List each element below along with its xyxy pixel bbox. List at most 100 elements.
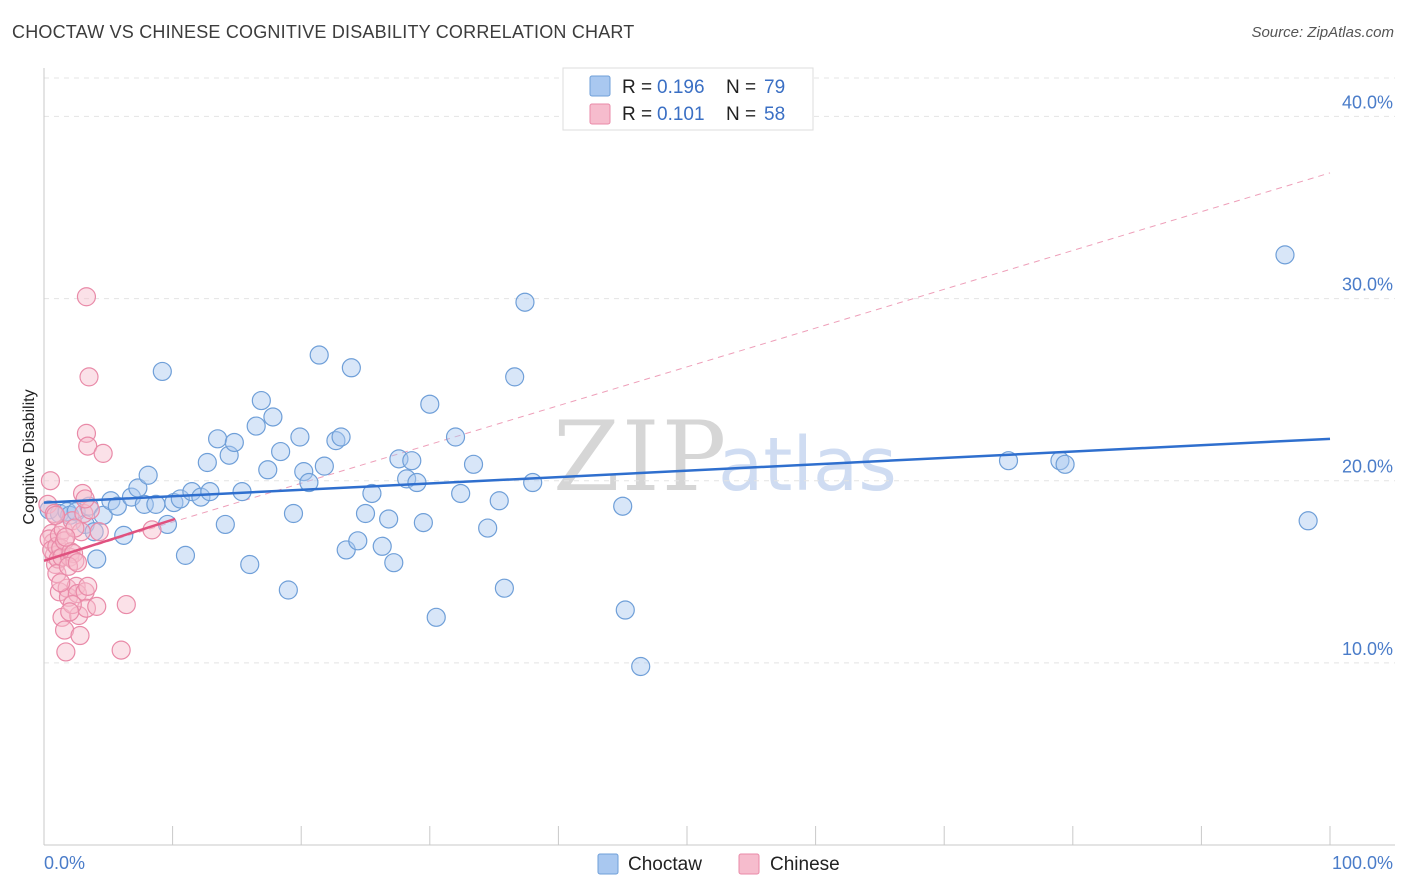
choctaw-point-27 [208, 429, 228, 449]
chinese-point-55 [116, 594, 136, 615]
bottom-legend-chinese: Chinese [770, 854, 840, 875]
legend-swatch-chinese [589, 103, 611, 125]
choctaw-point-53 [379, 509, 399, 529]
choctaw-point-63 [451, 483, 471, 504]
chinese-point-31 [70, 625, 90, 646]
x-tick-label-min: 0.0% [44, 853, 85, 873]
choctaw-point-64 [463, 454, 484, 474]
chinese-trend-line [43, 517, 176, 563]
legend-n-value-choctaw: 79 [764, 77, 785, 98]
legend-r-label-choctaw: R = [622, 77, 652, 98]
choctaw-point-77 [1275, 245, 1295, 265]
choctaw-point-76 [1055, 454, 1075, 474]
choctaw-trend-line [43, 437, 1331, 504]
choctaw-point-40 [290, 427, 310, 447]
choctaw-point-8 [87, 549, 107, 569]
choctaw-point-36 [263, 407, 283, 427]
choctaw-point-32 [240, 554, 260, 575]
legend-n-label-choctaw: N = [726, 77, 756, 98]
y-axis-label: Cognitive Disability [21, 389, 38, 524]
choctaw-point-25 [197, 452, 217, 473]
choctaw-point-37 [271, 441, 291, 462]
x-axis-ticks [43, 826, 1331, 845]
chinese-point-46 [51, 573, 71, 593]
chart-title: CHOCTAW VS CHINESE COGNITIVE DISABILITY … [12, 22, 635, 42]
bottom-legend-swatch-choctaw [597, 853, 619, 875]
choctaw-point-41 [294, 462, 314, 482]
chinese-point-20 [56, 642, 76, 662]
chinese-points [38, 287, 162, 662]
choctaw-point-62 [445, 427, 466, 447]
choctaw-point-72 [615, 600, 635, 620]
choctaw-point-11 [107, 496, 127, 516]
y-tick-label-20: 20.0% [1342, 457, 1393, 477]
choctaw-point-52 [372, 536, 392, 556]
choctaw-point-29 [219, 445, 239, 465]
choctaw-point-15 [134, 494, 154, 514]
choctaw-point-61 [426, 607, 446, 627]
y-tick-labels: 10.0% 20.0% 30.0% 40.0% [1342, 92, 1393, 658]
chinese-point-56 [111, 640, 131, 660]
legend-r-label-chinese: R = [622, 104, 652, 125]
choctaw-point-34 [251, 390, 271, 411]
chinese-point-41 [67, 553, 88, 573]
legend-n-label-chinese: N = [726, 104, 756, 125]
correlation-legend: R = 0.196 N = 79 R = 0.101 N = 58 [562, 67, 814, 131]
choctaw-point-30 [224, 432, 244, 453]
choctaw-point-49 [348, 531, 368, 551]
choctaw-point-51 [362, 483, 382, 504]
legend-n-value-chinese: 58 [764, 104, 785, 125]
chinese-dashed-trend [43, 172, 1331, 562]
y-tick-label-30: 30.0% [1342, 275, 1393, 295]
choctaw-point-46 [331, 427, 351, 447]
chinese-point-1 [40, 471, 61, 491]
choctaw-point-45 [326, 431, 346, 451]
chinese-point-47 [56, 527, 76, 547]
chinese-point-34 [74, 503, 94, 524]
chinese-point-45 [45, 505, 66, 525]
bottom-legend-choctaw: Choctaw [628, 854, 702, 875]
choctaw-point-59 [413, 513, 433, 533]
choctaw-point-33 [246, 416, 266, 436]
source-credit: Source: ZipAtlas.com [1251, 24, 1394, 41]
choctaw-point-20 [164, 492, 184, 513]
gridlines [44, 77, 1395, 664]
choctaw-point-28 [215, 514, 235, 535]
choctaw-point-18 [152, 361, 172, 382]
y-tick-label-10: 10.0% [1342, 639, 1393, 659]
bottom-legend-swatch-chinese [738, 853, 760, 875]
choctaw-point-66 [489, 491, 509, 511]
y-tick-label-40: 40.0% [1342, 92, 1393, 112]
chinese-point-42 [78, 576, 98, 596]
chinese-point-44 [75, 489, 95, 509]
choctaw-point-38 [278, 580, 298, 600]
choctaw-point-35 [258, 460, 278, 480]
legend-swatch-choctaw [589, 75, 611, 97]
choctaw-point-73 [631, 656, 651, 677]
choctaw-point-65 [478, 518, 498, 538]
chinese-point-38 [62, 594, 82, 615]
chinese-point-53 [87, 596, 107, 616]
choctaw-point-70 [523, 472, 543, 493]
choctaw-points [39, 245, 1318, 677]
chinese-point-29 [67, 584, 88, 604]
choctaw-point-16 [138, 465, 158, 485]
choctaw-point-22 [175, 545, 196, 565]
legend-r-value-chinese: 0.101 [657, 104, 705, 125]
choctaw-point-43 [309, 345, 329, 365]
chinese-point-28 [66, 576, 86, 596]
trend-lines [43, 437, 1331, 563]
chinese-point-51 [78, 436, 98, 456]
legend-r-value-choctaw: 0.196 [657, 77, 705, 98]
choctaw-point-71 [613, 496, 633, 516]
watermark-zip: ZIP [553, 401, 728, 513]
choctaw-point-54 [384, 553, 404, 573]
choctaw-point-67 [494, 578, 514, 598]
chinese-point-48 [76, 287, 97, 307]
choctaw-point-48 [341, 358, 361, 378]
choctaw-point-50 [355, 503, 376, 524]
x-tick-label-max: 100.0% [1332, 853, 1393, 873]
choctaw-point-69 [515, 292, 535, 312]
chinese-dashed-trend-line [43, 172, 1331, 562]
